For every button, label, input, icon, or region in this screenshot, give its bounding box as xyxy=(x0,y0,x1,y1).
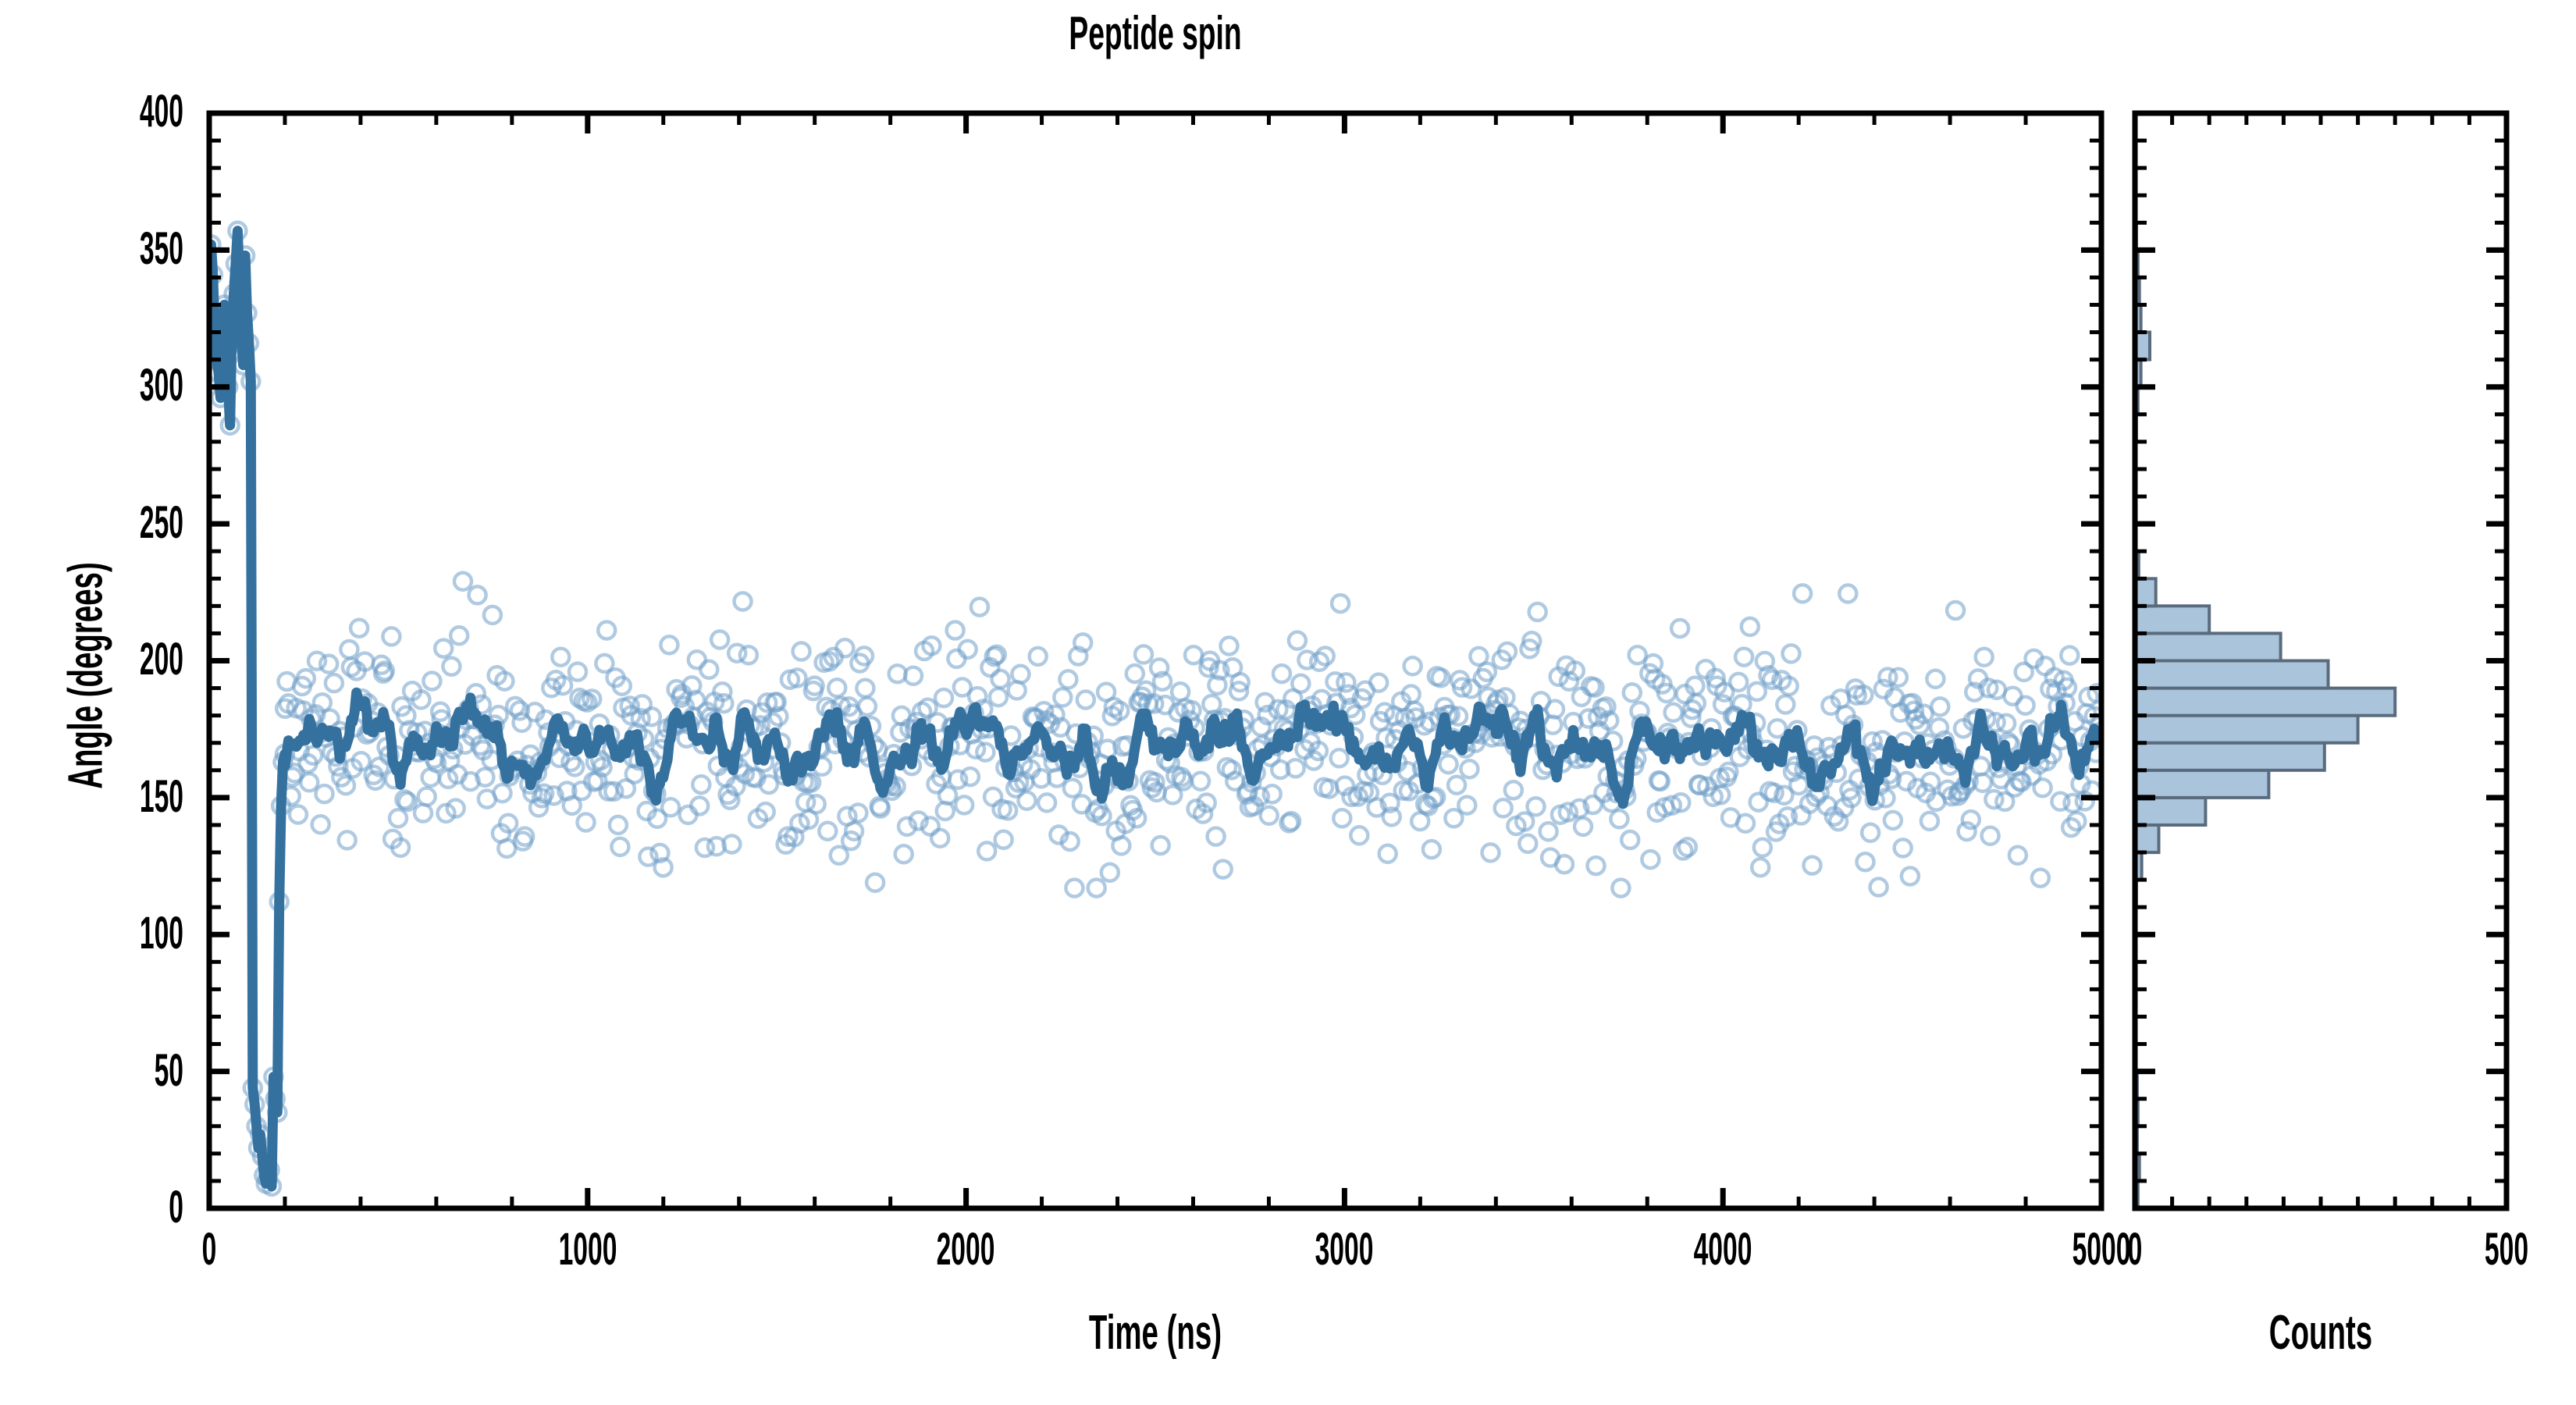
scatter-points xyxy=(209,220,2101,1197)
histogram-bar xyxy=(2135,741,2326,772)
hist-x-tick-label-500: 500 xyxy=(2484,1224,2529,1275)
histogram-bar xyxy=(2135,823,2161,855)
y-tick-label-0: 0 xyxy=(169,1182,183,1232)
histogram-bar xyxy=(2135,604,2211,635)
running-average-line xyxy=(209,226,2101,1192)
histogram-bar xyxy=(2135,795,2208,827)
hist-x-tick-label-0: 0 xyxy=(2127,1224,2143,1275)
y-tick-label-150: 150 xyxy=(139,771,183,822)
chart-title: Peptide spin xyxy=(1069,7,1242,59)
x-tick-label-5000: 5000 xyxy=(2072,1224,2131,1275)
y-tick-label-350: 350 xyxy=(139,223,183,274)
axis-frames xyxy=(206,110,2510,1211)
y-tick-label-400: 400 xyxy=(139,86,183,137)
y-tick-label-200: 200 xyxy=(139,634,183,685)
histogram-bar xyxy=(2135,659,2330,690)
x-tick-label-1000: 1000 xyxy=(558,1224,617,1275)
histogram-bar xyxy=(2135,686,2397,717)
y-tick-label-300: 300 xyxy=(139,360,183,411)
histogram-bar xyxy=(2135,768,2271,799)
y-tick-label-100: 100 xyxy=(139,908,183,959)
main-data-layer xyxy=(209,220,2101,1197)
histogram-bar xyxy=(2135,577,2158,608)
x-tick-label-3000: 3000 xyxy=(1315,1224,1374,1275)
x-tick-label-2000: 2000 xyxy=(936,1224,995,1275)
histogram-bar xyxy=(2135,713,2360,745)
x-axis-label: Time (ns) xyxy=(1088,1306,1222,1360)
x-tick-label-4000: 4000 xyxy=(1693,1224,1752,1275)
y-tick-label-50: 50 xyxy=(154,1045,183,1096)
histogram-bars xyxy=(2135,221,2397,1208)
histogram-bar xyxy=(2135,631,2282,663)
x-tick-label-0: 0 xyxy=(201,1224,217,1275)
y-tick-label-250: 250 xyxy=(139,497,183,548)
histogram-x-axis-label: Counts xyxy=(2268,1306,2373,1360)
